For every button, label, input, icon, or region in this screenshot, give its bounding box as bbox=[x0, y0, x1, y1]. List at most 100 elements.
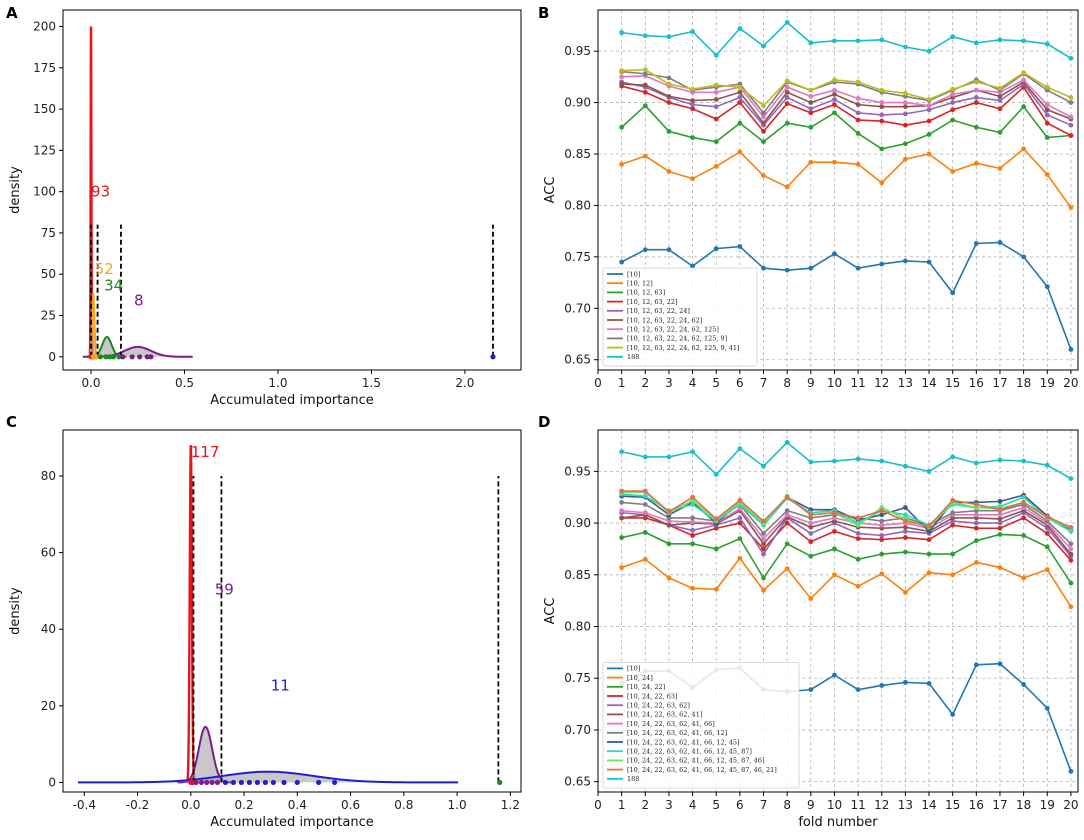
series-point bbox=[926, 681, 932, 686]
panel-label-c: C bbox=[6, 413, 17, 431]
series-point bbox=[642, 33, 648, 39]
series-point bbox=[926, 118, 932, 124]
series-point bbox=[619, 124, 625, 130]
series-point bbox=[666, 541, 672, 547]
data-point bbox=[222, 779, 229, 786]
series-point bbox=[855, 161, 861, 167]
data-point bbox=[120, 354, 126, 360]
series-point bbox=[761, 518, 766, 524]
y-tick-label: 0.70 bbox=[564, 301, 591, 315]
series-point bbox=[690, 135, 695, 140]
series-point bbox=[973, 538, 979, 544]
series-point bbox=[737, 89, 743, 95]
cluster-count-label-117: 117 bbox=[191, 443, 220, 461]
density-fill-52 bbox=[88, 294, 98, 357]
y-tick-label: 0.75 bbox=[564, 250, 591, 264]
x-tick-label: 0 bbox=[594, 798, 602, 812]
series-point bbox=[973, 662, 979, 668]
series-point bbox=[832, 251, 837, 257]
panel-b-line-chart: 0 1 2 3 4 5 6 7 8 9 10 11 12 13 14 15 16 17 18 19 200.650.70… bbox=[543, 9, 1079, 390]
series-point bbox=[808, 459, 814, 465]
x-tick-label: 3 bbox=[665, 376, 673, 390]
series-point bbox=[855, 687, 861, 693]
series-point bbox=[832, 159, 837, 165]
series-point bbox=[784, 566, 790, 571]
series-point bbox=[690, 533, 695, 538]
legend-entry: [10, 12, 63, 22, 24, 62, 125, 9] bbox=[627, 335, 727, 343]
data-point bbox=[262, 779, 268, 786]
series-line bbox=[621, 70, 1072, 115]
series-line bbox=[621, 490, 1072, 528]
series-point bbox=[902, 90, 908, 96]
series-point bbox=[879, 537, 885, 543]
series-point bbox=[855, 515, 861, 521]
series-line bbox=[621, 85, 1072, 137]
series-point bbox=[666, 169, 672, 174]
legend-box bbox=[602, 662, 800, 789]
series-point bbox=[879, 551, 885, 557]
series-point bbox=[619, 449, 625, 455]
series-point bbox=[902, 524, 908, 530]
series-point bbox=[1068, 524, 1074, 530]
legend-entry: [10, 24, 22, 63] bbox=[627, 692, 678, 700]
series-point bbox=[713, 139, 719, 145]
series-point bbox=[713, 246, 719, 252]
series-point bbox=[902, 679, 908, 685]
legend-entry: [10, 24, 22, 63, 62, 41, 66, 12, 45, 87] bbox=[627, 748, 752, 756]
data-point bbox=[107, 354, 113, 360]
density-curve-11 bbox=[77, 770, 459, 784]
data-point bbox=[270, 779, 276, 786]
series-point bbox=[713, 104, 719, 110]
x-tick-label: 14 bbox=[921, 376, 936, 390]
series-point bbox=[855, 38, 861, 44]
series-point bbox=[713, 586, 719, 592]
y-tick-label: 0.85 bbox=[564, 147, 591, 161]
x-tick-label: 14 bbox=[921, 798, 936, 812]
data-point bbox=[254, 779, 260, 786]
y-tick-label: 100 bbox=[33, 185, 56, 199]
series-point bbox=[713, 82, 719, 88]
data-point bbox=[103, 354, 109, 360]
y-tick-label: 0.80 bbox=[564, 620, 591, 634]
data-point bbox=[490, 354, 496, 360]
x-tick-label: 5 bbox=[712, 798, 720, 812]
y-tick-label: 60 bbox=[41, 546, 56, 560]
cluster-count-label-34: 34 bbox=[104, 277, 123, 295]
series-point bbox=[713, 97, 719, 102]
series-point bbox=[808, 40, 814, 46]
series-point bbox=[619, 68, 625, 74]
series-point bbox=[950, 454, 956, 460]
series-point bbox=[1044, 531, 1050, 536]
legend-entry: [10, 12, 63, 22, 24] bbox=[627, 307, 690, 315]
series-line bbox=[621, 75, 1072, 119]
legend-entry: 188 bbox=[627, 353, 639, 361]
x-tick-label: 18 bbox=[1016, 376, 1031, 390]
series-point bbox=[855, 531, 861, 536]
series-point bbox=[997, 516, 1003, 522]
series-point bbox=[642, 247, 648, 253]
series-point bbox=[926, 48, 932, 54]
series-point bbox=[713, 546, 719, 552]
series-point bbox=[997, 507, 1003, 513]
series-point bbox=[1021, 38, 1027, 44]
x-tick-label: 1 bbox=[618, 798, 626, 812]
x-tick-label: 10 bbox=[827, 798, 842, 812]
x-tick-label: 8 bbox=[783, 798, 791, 812]
series-point bbox=[737, 120, 743, 126]
y-axis-label: ACC bbox=[543, 598, 558, 625]
y-tick-label: 20 bbox=[41, 699, 56, 713]
series-point bbox=[973, 160, 979, 166]
cluster-count-label-93: 93 bbox=[91, 183, 110, 201]
density-fill-59 bbox=[177, 726, 234, 783]
series-point bbox=[808, 512, 814, 518]
series-point bbox=[761, 575, 766, 581]
series-point bbox=[619, 81, 625, 87]
series-point bbox=[973, 87, 979, 93]
y-axis-label: ACC bbox=[543, 177, 558, 204]
series-point bbox=[832, 672, 837, 678]
y-tick-label: 0.75 bbox=[564, 671, 591, 685]
series-point bbox=[950, 86, 956, 92]
series-point bbox=[973, 460, 979, 466]
x-tick-label: 9 bbox=[807, 376, 815, 390]
series-point bbox=[879, 458, 885, 464]
